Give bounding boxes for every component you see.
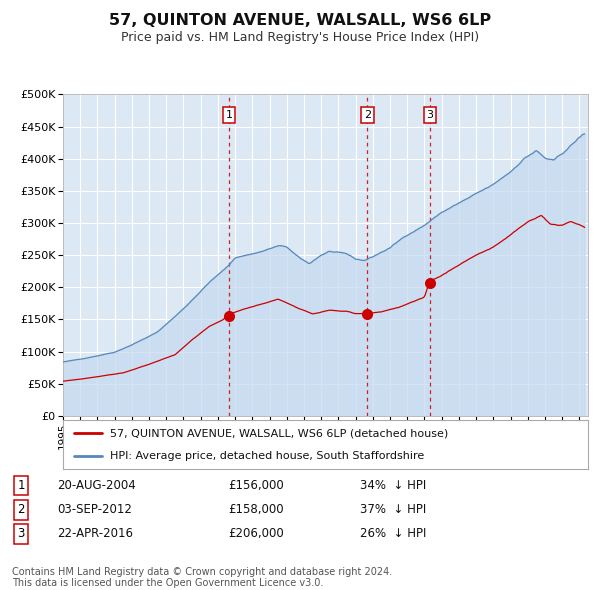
Text: Contains HM Land Registry data © Crown copyright and database right 2024.: Contains HM Land Registry data © Crown c…: [12, 567, 392, 577]
Text: 34%  ↓ HPI: 34% ↓ HPI: [360, 479, 426, 492]
Text: 03-SEP-2012: 03-SEP-2012: [57, 503, 132, 516]
Text: 57, QUINTON AVENUE, WALSALL, WS6 6LP (detached house): 57, QUINTON AVENUE, WALSALL, WS6 6LP (de…: [110, 428, 449, 438]
Text: 57, QUINTON AVENUE, WALSALL, WS6 6LP: 57, QUINTON AVENUE, WALSALL, WS6 6LP: [109, 13, 491, 28]
Text: 1: 1: [226, 110, 232, 120]
Text: HPI: Average price, detached house, South Staffordshire: HPI: Average price, detached house, Sout…: [110, 451, 425, 461]
Text: £158,000: £158,000: [228, 503, 284, 516]
Text: 22-APR-2016: 22-APR-2016: [57, 527, 133, 540]
Text: 2: 2: [17, 503, 25, 516]
Text: £206,000: £206,000: [228, 527, 284, 540]
Text: 37%  ↓ HPI: 37% ↓ HPI: [360, 503, 426, 516]
Text: 1: 1: [17, 479, 25, 492]
Text: £156,000: £156,000: [228, 479, 284, 492]
Text: 26%  ↓ HPI: 26% ↓ HPI: [360, 527, 427, 540]
Text: 2: 2: [364, 110, 371, 120]
Text: 3: 3: [427, 110, 433, 120]
Text: 20-AUG-2004: 20-AUG-2004: [57, 479, 136, 492]
Text: Price paid vs. HM Land Registry's House Price Index (HPI): Price paid vs. HM Land Registry's House …: [121, 31, 479, 44]
Text: 3: 3: [17, 527, 25, 540]
Text: This data is licensed under the Open Government Licence v3.0.: This data is licensed under the Open Gov…: [12, 578, 323, 588]
